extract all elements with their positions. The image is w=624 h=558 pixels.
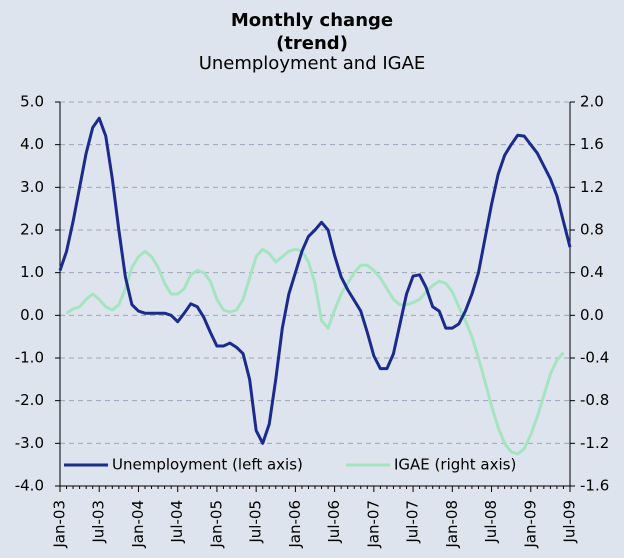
y2-tick-label: -0.8 bbox=[580, 391, 609, 409]
y-tick-label: -1.0 bbox=[15, 349, 44, 367]
series-line bbox=[65, 247, 565, 456]
y-tick-label: 3.0 bbox=[20, 178, 44, 196]
y2-tick-label: 1.6 bbox=[580, 135, 604, 153]
y2-tick-label: 0.4 bbox=[580, 263, 604, 281]
y2-tick-label: -1.6 bbox=[580, 477, 609, 495]
y2-tick-label: -1.2 bbox=[580, 434, 609, 452]
chart-title-2: (trend) bbox=[276, 33, 348, 54]
x-tick-label: Jul-07 bbox=[404, 500, 422, 544]
x-tick-label: Jul-06 bbox=[325, 500, 343, 544]
y-tick-label: -4.0 bbox=[15, 477, 44, 495]
legend-label: IGAE (right axis) bbox=[394, 456, 516, 474]
y-tick-label: 4.0 bbox=[20, 135, 44, 153]
y-tick-label: 0.0 bbox=[20, 306, 44, 324]
x-tick-label: Jan-04 bbox=[129, 500, 147, 549]
y2-tick-label: 0.0 bbox=[580, 306, 604, 324]
y-tick-label: 2.0 bbox=[20, 221, 44, 239]
y-tick-label: -3.0 bbox=[15, 434, 44, 452]
chart-subtitle: Unemployment and IGAE bbox=[199, 53, 426, 74]
series-line bbox=[58, 116, 572, 445]
x-tick-label: Jan-09 bbox=[521, 500, 539, 549]
y2-tick-label: 1.2 bbox=[580, 178, 604, 196]
x-tick-label: Jul-04 bbox=[168, 500, 186, 544]
legend-label: Unemployment (left axis) bbox=[112, 456, 303, 474]
y-tick-label: 5.0 bbox=[20, 93, 44, 111]
x-tick-label: Jan-06 bbox=[286, 500, 304, 549]
x-tick-label: Jan-05 bbox=[207, 500, 225, 549]
y-tick-label: 1.0 bbox=[20, 263, 44, 281]
x-tick-label: Jul-08 bbox=[482, 500, 500, 544]
x-tick-label: Jan-08 bbox=[443, 500, 461, 549]
y2-tick-label: -0.4 bbox=[580, 349, 609, 367]
y2-tick-label: 0.8 bbox=[580, 221, 604, 239]
x-tick-label: Jul-03 bbox=[90, 500, 108, 544]
x-tick-label: Jan-03 bbox=[51, 500, 69, 549]
chart-title: Monthly change bbox=[231, 10, 393, 31]
x-tick-label: Jul-05 bbox=[247, 500, 265, 544]
y2-tick-label: 2.0 bbox=[580, 93, 604, 111]
x-tick-label: Jul-09 bbox=[561, 500, 579, 544]
x-tick-label: Jan-07 bbox=[364, 500, 382, 549]
y-tick-label: -2.0 bbox=[15, 391, 44, 409]
